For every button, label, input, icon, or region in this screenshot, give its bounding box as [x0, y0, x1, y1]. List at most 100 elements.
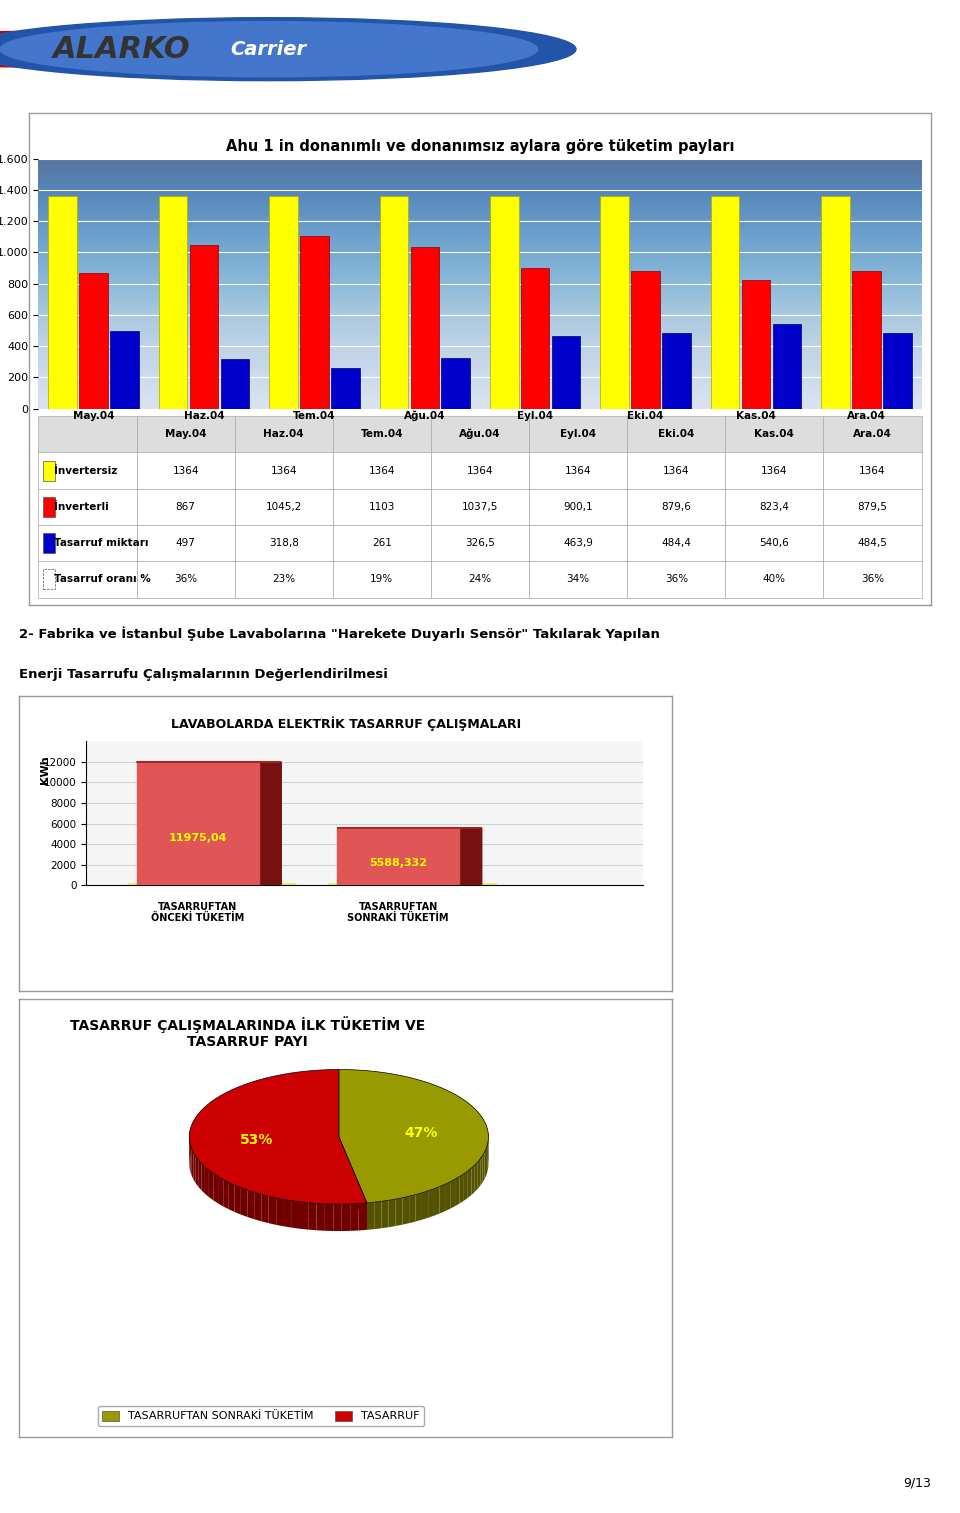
Text: 2- Fabrika ve İstanbul Şube Lavabolarına "Harekete Duyarlı Sensör" Takılarak Yap: 2- Fabrika ve İstanbul Şube Lavabolarına… [19, 626, 660, 640]
FancyBboxPatch shape [824, 489, 922, 525]
Polygon shape [317, 1203, 324, 1230]
Text: 1045,2: 1045,2 [266, 502, 302, 511]
Text: 1364: 1364 [663, 466, 689, 475]
Polygon shape [209, 1170, 213, 1200]
Polygon shape [224, 1180, 228, 1209]
Bar [221, 359, 250, 409]
Text: 53%: 53% [240, 1133, 274, 1147]
Text: LAVABOLARDA ELEKTRİK TASARRUF ÇALIŞMALARI: LAVABOLARDA ELEKTRİK TASARRUF ÇALIŞMALAR… [171, 717, 520, 731]
FancyBboxPatch shape [38, 525, 136, 561]
Polygon shape [202, 1163, 204, 1194]
FancyBboxPatch shape [529, 525, 627, 561]
FancyBboxPatch shape [43, 496, 55, 517]
Polygon shape [374, 1201, 381, 1229]
Polygon shape [337, 828, 460, 885]
FancyBboxPatch shape [43, 460, 55, 481]
Polygon shape [284, 1200, 292, 1227]
Text: Ara.04: Ara.04 [853, 430, 892, 439]
Text: 318,8: 318,8 [269, 539, 299, 548]
FancyBboxPatch shape [38, 489, 136, 525]
Bar [821, 195, 850, 409]
Polygon shape [241, 1188, 248, 1216]
Circle shape [0, 44, 72, 54]
Polygon shape [189, 1070, 367, 1204]
FancyBboxPatch shape [136, 561, 234, 598]
Polygon shape [324, 1204, 333, 1232]
FancyBboxPatch shape [234, 452, 333, 489]
Text: Ara.04: Ara.04 [847, 412, 886, 421]
FancyBboxPatch shape [529, 452, 627, 489]
FancyBboxPatch shape [627, 489, 726, 525]
FancyBboxPatch shape [824, 452, 922, 489]
Polygon shape [199, 1160, 202, 1191]
Text: İnvertersiz: İnvertersiz [54, 466, 117, 475]
Circle shape [0, 21, 538, 77]
Bar [742, 280, 770, 409]
Bar [48, 195, 77, 409]
FancyBboxPatch shape [333, 452, 431, 489]
Text: Enerji Tasarrufu Çalışmalarının Değerlendirilmesi: Enerji Tasarrufu Çalışmalarının Değerlen… [19, 667, 388, 681]
FancyBboxPatch shape [726, 489, 824, 525]
Bar [632, 271, 660, 409]
Polygon shape [389, 1200, 396, 1227]
Polygon shape [409, 1195, 416, 1223]
Polygon shape [192, 1148, 193, 1180]
Text: May.04: May.04 [165, 430, 206, 439]
Polygon shape [196, 1156, 199, 1186]
Text: 11975,04: 11975,04 [169, 834, 227, 843]
Bar [442, 357, 470, 409]
Text: 1364: 1364 [859, 466, 886, 475]
FancyBboxPatch shape [10, 9, 182, 94]
Bar [110, 331, 139, 409]
FancyBboxPatch shape [43, 569, 55, 590]
Bar [158, 195, 187, 409]
Polygon shape [450, 1179, 455, 1209]
Text: 9/13: 9/13 [903, 1477, 931, 1489]
FancyBboxPatch shape [824, 416, 922, 452]
FancyBboxPatch shape [136, 525, 234, 561]
Polygon shape [350, 1203, 359, 1232]
Polygon shape [480, 1156, 483, 1186]
FancyBboxPatch shape [136, 452, 234, 489]
FancyBboxPatch shape [824, 525, 922, 561]
Bar [662, 333, 691, 409]
Bar [331, 368, 360, 409]
FancyBboxPatch shape [38, 561, 136, 598]
Polygon shape [440, 1185, 445, 1213]
Text: 1103: 1103 [369, 502, 396, 511]
FancyBboxPatch shape [529, 416, 627, 452]
FancyBboxPatch shape [333, 416, 431, 452]
Text: Tasarruf miktarı: Tasarruf miktarı [54, 539, 149, 548]
Text: ALARKO: ALARKO [53, 35, 190, 64]
Polygon shape [193, 1153, 196, 1183]
Legend: TASARRUFTAN SONRAKİ TÜKETİM, TASARRUF: TASARRUFTAN SONRAKİ TÜKETİM, TASARRUF [98, 1406, 424, 1425]
Text: TASARRUF ÇALIŞMALARINDA İLK TÜKETİM VE
TASARRUF PAYI: TASARRUF ÇALIŞMALARINDA İLK TÜKETİM VE T… [70, 1017, 425, 1049]
FancyBboxPatch shape [627, 452, 726, 489]
Bar [552, 336, 581, 409]
Bar [852, 271, 880, 409]
Polygon shape [234, 1185, 241, 1215]
Polygon shape [339, 1136, 367, 1230]
Text: 1037,5: 1037,5 [462, 502, 498, 511]
Polygon shape [486, 1145, 487, 1176]
Text: 900,1: 900,1 [564, 502, 593, 511]
Bar [773, 324, 802, 409]
Circle shape [0, 18, 576, 80]
Polygon shape [483, 1153, 485, 1183]
Text: 261: 261 [372, 539, 392, 548]
Polygon shape [455, 1177, 460, 1206]
Bar [710, 195, 739, 409]
Text: May.04: May.04 [73, 412, 114, 421]
FancyBboxPatch shape [333, 561, 431, 598]
Polygon shape [333, 1204, 342, 1232]
Polygon shape [204, 1167, 209, 1197]
Polygon shape [136, 763, 259, 885]
FancyBboxPatch shape [627, 525, 726, 561]
Bar [379, 195, 408, 409]
FancyBboxPatch shape [431, 561, 529, 598]
Text: 36%: 36% [664, 575, 687, 584]
Polygon shape [416, 1192, 422, 1221]
Polygon shape [428, 1189, 434, 1218]
Bar [300, 236, 328, 409]
Text: 19%: 19% [371, 575, 394, 584]
